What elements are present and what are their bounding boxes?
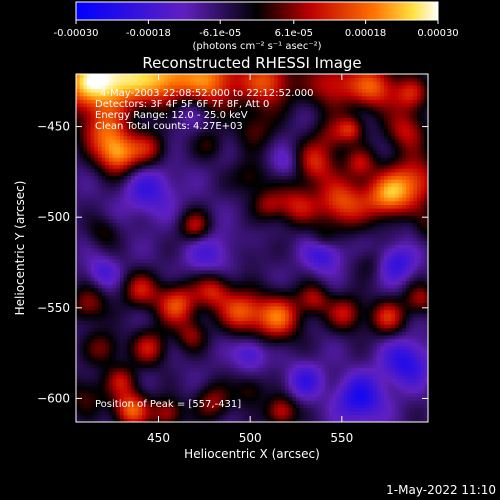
colorbar-tick-label: -6.1e-05 xyxy=(199,28,241,39)
colorbar-tick-label: -0.00030 xyxy=(54,28,99,39)
x-axis-ticks: 450 500 550 xyxy=(147,74,353,445)
footer-timestamp: 1-May-2022 11:10 xyxy=(386,483,496,497)
peak-position-label: Position of Peak = [557,-431] xyxy=(95,399,241,410)
y-tick-label: −600 xyxy=(37,391,70,405)
info-line: Energy Range: 12.0 - 25.0 keV xyxy=(95,110,248,121)
x-axis-label: Heliocentric X (arcsec) xyxy=(184,447,320,461)
info-line: Clean Total counts: 4.27E+03 xyxy=(95,121,243,132)
y-tick-label: −450 xyxy=(37,120,70,134)
x-tick-label: 450 xyxy=(147,431,170,445)
chart-title: Reconstructed RHESSI Image xyxy=(142,54,361,72)
y-axis-label: Heliocentric Y (arcsec) xyxy=(13,181,27,316)
x-tick-label: 500 xyxy=(239,431,262,445)
plot-frame xyxy=(75,73,429,423)
colorbar-tick-label: -0.00018 xyxy=(126,28,171,39)
y-tick-label: −550 xyxy=(37,301,70,315)
x-tick-label: 550 xyxy=(330,431,353,445)
y-axis-ticks: −450 −500 −550 −600 xyxy=(37,120,428,405)
colorbar-tick-label: 6.1e-05 xyxy=(275,28,313,39)
observation-info: 4-May-2003 22:08:52.000 to 22:12:52.000D… xyxy=(95,88,313,132)
info-line: 4-May-2003 22:08:52.000 to 22:12:52.000 xyxy=(100,88,313,99)
colorbar-ticks: -0.00030 -0.00018 -6.1e-05 6.1e-05 0.00018 0.… xyxy=(54,20,459,39)
colorbar-tick-label: 0.00018 xyxy=(345,28,386,39)
info-line: Detectors: 3F 4F 5F 6F 7F 8F, Att 0 xyxy=(95,99,269,110)
heatmap-image xyxy=(76,74,428,422)
colorbar-unit-label: (photons cm⁻² s⁻¹ asec⁻²) xyxy=(192,41,321,52)
colorbar-tick-label: 0.00030 xyxy=(417,28,458,39)
colorbar xyxy=(75,1,439,21)
y-tick-label: −500 xyxy=(37,210,70,224)
